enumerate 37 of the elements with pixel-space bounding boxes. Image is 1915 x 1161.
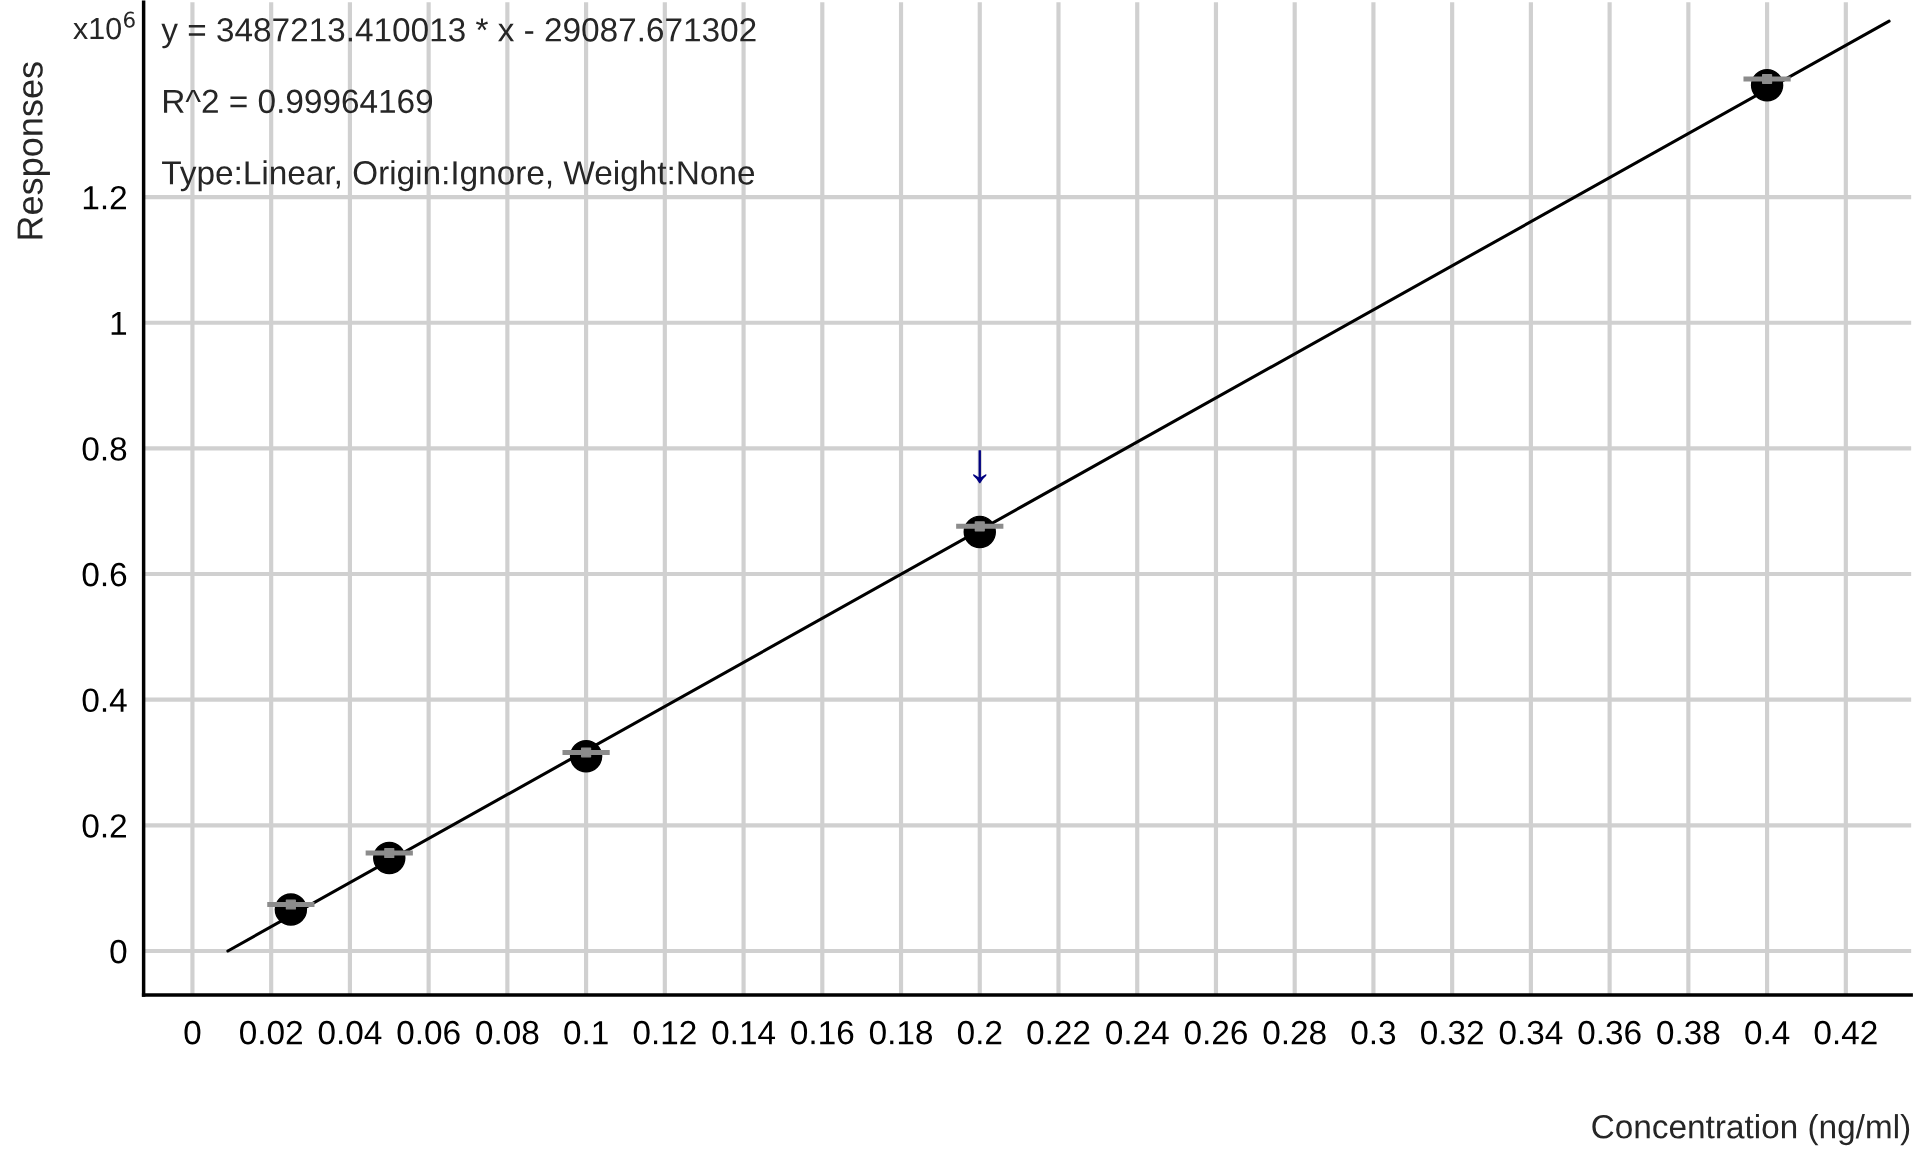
x-tick-label: 0.42: [1814, 1020, 1877, 1045]
text: x10$^{6}$: [73, 11, 135, 40]
x-tick-label: 0.02: [240, 1020, 302, 1045]
point: [1761, 73, 1773, 85]
y-tick-label: 0.6: [82, 562, 127, 587]
x-tick-label: 0.36: [1578, 1020, 1641, 1045]
x-tick-label: 0.18: [869, 1020, 933, 1045]
x-tick-label: 0.14: [712, 1020, 776, 1045]
annotation: ↓: [973, 450, 987, 484]
annotation: R^2 = 0.99964169: [164, 89, 433, 114]
x-tick-label: 0: [184, 1020, 201, 1045]
x-tick-label: 0.24: [1106, 1020, 1169, 1045]
x-tick-label: 0.4: [1745, 1020, 1790, 1045]
x-tick-label: 0.2: [957, 1020, 1002, 1045]
x-tick-label: 0.12: [633, 1020, 696, 1045]
x-tick-label: 0.1: [564, 1020, 608, 1045]
y-tick-label: 1.2: [83, 185, 126, 210]
annotation: y = 3487213.410013 * x - 29087.671302: [161, 18, 756, 49]
x-tick-label: 0.28: [1263, 1020, 1326, 1045]
y-tick-label: 1: [111, 311, 127, 335]
x-tick-label: 0.38: [1657, 1020, 1720, 1045]
annotation: Type:Linear, Origin:Ignore, Weight:None: [162, 160, 755, 192]
x-tick-label: 0.16: [791, 1020, 854, 1045]
x-tick-label: 0.26: [1184, 1020, 1247, 1045]
x-axis-title: Concentration (ng/ml): [1592, 1114, 1910, 1146]
x-tick-label: 0.22: [1027, 1020, 1090, 1045]
x-tick-label: 0.06: [397, 1020, 460, 1045]
x-tick-label: 0.04: [318, 1020, 382, 1045]
y-tick-label: 0.4: [82, 688, 127, 713]
x-tick-label: 0.34: [1499, 1020, 1563, 1045]
y-tick-label: 0.8: [82, 437, 127, 461]
y-axis-title: Responses: [17, 62, 50, 239]
x-tick-label: 0.08: [476, 1020, 539, 1045]
x-tick-label: 0.3: [1351, 1020, 1396, 1045]
y-tick-label: 0.2: [82, 814, 126, 838]
x-tick-label: 0.32: [1421, 1020, 1483, 1045]
y-tick-label: 0: [110, 939, 127, 964]
